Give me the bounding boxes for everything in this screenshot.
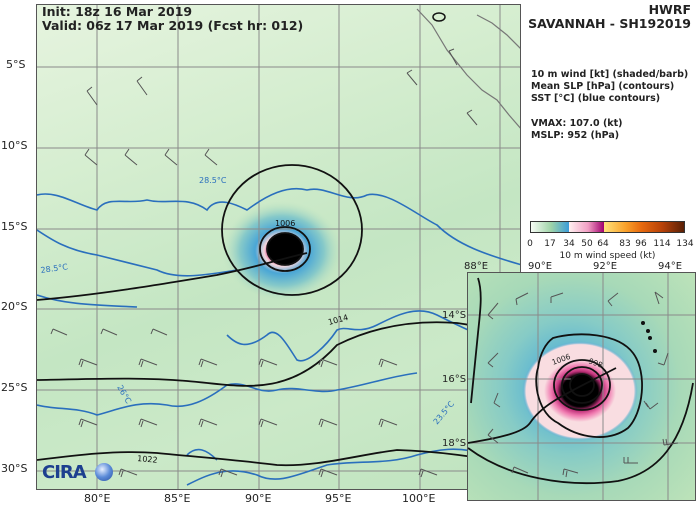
lat-label: 15°S: [1, 220, 28, 233]
legend-slp: Mean SLP [hPa] (contours): [531, 81, 675, 92]
inset-lon-label: 94°E: [658, 261, 683, 272]
colorbar-tick: 134: [676, 239, 694, 249]
legend-wind: 10 m wind [kt] (shaded/barb): [531, 69, 689, 80]
inset-grid: [468, 273, 695, 500]
slp-contours: [37, 164, 520, 467]
wind-speed-colorbar: [530, 221, 685, 233]
vmax-value: VMAX: 107.0 (kt): [531, 118, 623, 129]
valid-time: Valid: 06z 17 Mar 2019 (Fcst hr: 012): [42, 18, 304, 33]
main-map: 1006 1014 1022 28.5°C 28.5°C 26°C 23.5°C: [36, 4, 521, 490]
wind-barbs: [50, 48, 478, 478]
colorbar-tick: 0: [527, 239, 533, 249]
inset-slp-contours: [468, 277, 694, 484]
inset-lat-label: 16°S: [442, 374, 467, 385]
inset-map-graphics: 1006 998: [468, 273, 695, 500]
colorbar-label: 10 m wind speed (kt): [559, 251, 656, 261]
cira-logo: CIRA: [42, 462, 87, 483]
colorbar-tick: 34: [563, 239, 575, 249]
colorbar-tick: 17: [544, 239, 556, 249]
inset-lat-label: 18°S: [442, 438, 467, 449]
colorbar-tick: 96: [635, 239, 647, 249]
inset-map: 1006 998: [467, 272, 696, 501]
sst-label: 26°C: [115, 384, 133, 406]
sst-label: 28.5°C: [40, 262, 69, 275]
inset-lon-label: 88°E: [464, 261, 489, 272]
lon-label: 85°E: [164, 492, 191, 505]
storm-name: SAVANNAH - SH192019: [528, 16, 691, 31]
lon-label: 80°E: [84, 492, 111, 505]
lon-label: 100°E: [402, 492, 436, 505]
noaa-globe-logo: [95, 463, 113, 481]
lon-label: 90°E: [245, 492, 272, 505]
sst-label: 23.5°C: [432, 399, 457, 426]
sst-contours: [37, 187, 520, 486]
colorbar-tick: 64: [597, 239, 609, 249]
init-time: Init: 18z 16 Mar 2019: [42, 4, 193, 19]
lat-label: 30°S: [1, 462, 28, 475]
legend-sst: SST [°C] (blue contours): [531, 93, 661, 104]
mslp-value: MSLP: 952 (hPa): [531, 130, 620, 141]
inset-lon-label: 90°E: [528, 261, 553, 272]
slp-label-1014: 1014: [327, 313, 349, 327]
main-map-graphics: 1006 1014 1022 28.5°C 28.5°C 26°C 23.5°C: [37, 5, 520, 489]
islands: [641, 321, 657, 353]
slp-label-1006: 1006: [275, 219, 295, 228]
coastline: [416, 8, 520, 129]
lat-label: 25°S: [1, 381, 28, 394]
inset-lon-label: 92°E: [593, 261, 618, 272]
coastline: [476, 14, 520, 49]
colorbar-ticks: 0 17 34 50 64 83 96 114 134: [526, 239, 696, 251]
colorbar-tick: 114: [653, 239, 671, 249]
model-name: HWRF: [648, 2, 691, 17]
colorbar-tick: 50: [581, 239, 593, 249]
lat-label: 5°S: [6, 58, 26, 71]
slp-label-1022: 1022: [137, 454, 158, 465]
inset-lat-label: 14°S: [442, 310, 467, 321]
lat-label: 10°S: [1, 139, 28, 152]
inset-wind-barbs: [487, 291, 679, 478]
lat-label: 20°S: [1, 300, 28, 313]
lon-label: 95°E: [325, 492, 352, 505]
sst-label: 28.5°C: [199, 176, 227, 185]
colorbar-tick: 83: [619, 239, 631, 249]
